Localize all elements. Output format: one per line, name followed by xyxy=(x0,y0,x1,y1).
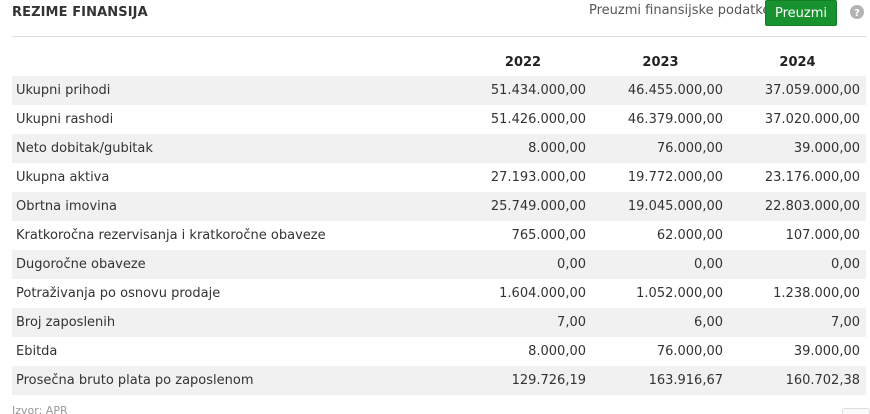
value-2023: 163.916,67 xyxy=(592,366,729,395)
financial-table: 2022 2023 2024 Ukupni prihodi 51.434.000… xyxy=(12,48,866,395)
value-2022: 27.193.000,00 xyxy=(490,170,586,185)
question-circle-icon[interactable]: ? xyxy=(850,5,864,19)
row-label: Neto dobitak/gubitak xyxy=(12,134,454,163)
summary-header: REZIME FINANSIJA Preuzmi finansijske pod… xyxy=(12,0,866,37)
row-label: Ukupna aktiva xyxy=(16,170,110,185)
row-label: Ebitda xyxy=(16,344,58,359)
value-2022: 0,00 xyxy=(454,250,592,279)
value-2023: 46.379.000,00 xyxy=(627,112,723,127)
value-2024: 37.059.000,00 xyxy=(729,76,866,105)
corner-widget[interactable] xyxy=(842,408,870,414)
value-2024: 23.176.000,00 xyxy=(764,170,860,185)
table-row: Neto dobitak/gubitak 8.000,00 76.000,00 … xyxy=(12,134,866,163)
value-2024: 39.000,00 xyxy=(729,134,866,163)
table-header-row: 2022 2023 2024 xyxy=(12,48,866,76)
row-label: Obrtna imovina xyxy=(12,192,454,221)
value-2024: 107.000,00 xyxy=(785,228,860,243)
year-header-2024: 2024 xyxy=(779,54,816,70)
row-label: Dugoročne obaveze xyxy=(12,250,454,279)
row-label: Ukupni prihodi xyxy=(12,76,454,105)
value-2023: 46.455.000,00 xyxy=(592,76,729,105)
table-row: Kratkoročna rezervisanja i kratkoročne o… xyxy=(12,221,866,250)
value-2022: 8.000,00 xyxy=(454,134,592,163)
value-2024: 0,00 xyxy=(729,250,866,279)
value-2024: 7,00 xyxy=(729,308,866,337)
download-label: Preuzmi finansijske podatke xyxy=(589,3,771,18)
value-2022: 51.426.000,00 xyxy=(490,112,586,127)
value-2023: 0,00 xyxy=(592,250,729,279)
source-note: Izvor: APR xyxy=(12,404,68,414)
year-header-2023: 2023 xyxy=(642,54,679,70)
value-2023: 76.000,00 xyxy=(592,134,729,163)
value-2023: 6,00 xyxy=(592,308,729,337)
table-row: Broj zaposlenih 7,00 6,00 7,00 xyxy=(12,308,866,337)
value-2023: 19.045.000,00 xyxy=(592,192,729,221)
row-label: Broj zaposlenih xyxy=(12,308,454,337)
table-row: Potraživanja po osnovu prodaje 1.604.000… xyxy=(12,279,866,308)
value-2023: 76.000,00 xyxy=(656,344,723,359)
value-2022: 25.749.000,00 xyxy=(454,192,592,221)
table-row: Ukupni rashodi 51.426.000,00 46.379.000,… xyxy=(12,105,866,134)
value-2022: 7,00 xyxy=(454,308,592,337)
table-row: Prosečna bruto plata po zaposlenom 129.7… xyxy=(12,366,866,395)
table-row: Ebitda 8.000,00 76.000,00 39.000,00 xyxy=(12,337,866,366)
value-2023: 62.000,00 xyxy=(656,228,723,243)
svg-text:?: ? xyxy=(854,8,860,19)
value-2024: 37.020.000,00 xyxy=(764,112,860,127)
row-label: Ukupni rashodi xyxy=(16,112,114,127)
row-label: Prosečna bruto plata po zaposlenom xyxy=(12,366,454,395)
table-row: Dugoročne obaveze 0,00 0,00 0,00 xyxy=(12,250,866,279)
download-button[interactable]: Preuzmi xyxy=(765,0,837,26)
value-2023: 19.772.000,00 xyxy=(627,170,723,185)
value-2024: 39.000,00 xyxy=(793,344,860,359)
row-label: Potraživanja po osnovu prodaje xyxy=(16,286,221,301)
value-2022: 51.434.000,00 xyxy=(454,76,592,105)
value-2022: 765.000,00 xyxy=(511,228,586,243)
value-2022: 8.000,00 xyxy=(528,344,586,359)
value-2022: 1.604.000,00 xyxy=(499,286,586,301)
value-2022: 129.726,19 xyxy=(454,366,592,395)
table-row: Ukupni prihodi 51.434.000,00 46.455.000,… xyxy=(12,76,866,105)
table-row: Obrtna imovina 25.749.000,00 19.045.000,… xyxy=(12,192,866,221)
value-2024: 22.803.000,00 xyxy=(729,192,866,221)
row-label: Kratkoročna rezervisanja i kratkoročne o… xyxy=(16,228,326,243)
section-title: REZIME FINANSIJA xyxy=(12,5,148,20)
value-2023: 1.052.000,00 xyxy=(636,286,723,301)
header-label-cell xyxy=(12,48,454,76)
table-row: Ukupna aktiva 27.193.000,00 19.772.000,0… xyxy=(12,163,866,192)
value-2024: 1.238.000,00 xyxy=(773,286,860,301)
year-header-2022: 2022 xyxy=(504,54,542,70)
value-2024: 160.702,38 xyxy=(729,366,866,395)
